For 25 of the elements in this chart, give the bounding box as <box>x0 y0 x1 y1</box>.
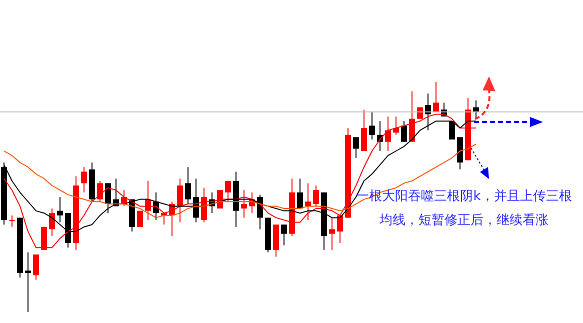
candlestick <box>385 116 391 152</box>
candlestick <box>9 214 15 228</box>
candlestick <box>433 82 439 112</box>
candlestick <box>281 224 287 246</box>
candlestick <box>201 187 207 223</box>
candlestick <box>33 254 39 280</box>
candlestick <box>105 182 111 214</box>
candlestick <box>313 185 319 207</box>
candlestick <box>361 109 367 152</box>
candlestick <box>297 178 303 209</box>
candlestick <box>329 217 335 250</box>
candlestick <box>353 136 359 158</box>
candlestick <box>97 180 103 202</box>
candlestick <box>57 196 63 223</box>
candlestick <box>177 178 183 223</box>
candlestick <box>49 208 55 237</box>
candlestick <box>369 111 375 140</box>
candlestick <box>225 180 231 202</box>
candlestick <box>137 210 143 228</box>
candlestick <box>305 182 311 220</box>
candlestick <box>25 252 31 312</box>
candlestick <box>185 166 191 204</box>
candlestick <box>81 166 87 193</box>
candlestick <box>241 190 247 218</box>
candlestick <box>337 214 343 244</box>
